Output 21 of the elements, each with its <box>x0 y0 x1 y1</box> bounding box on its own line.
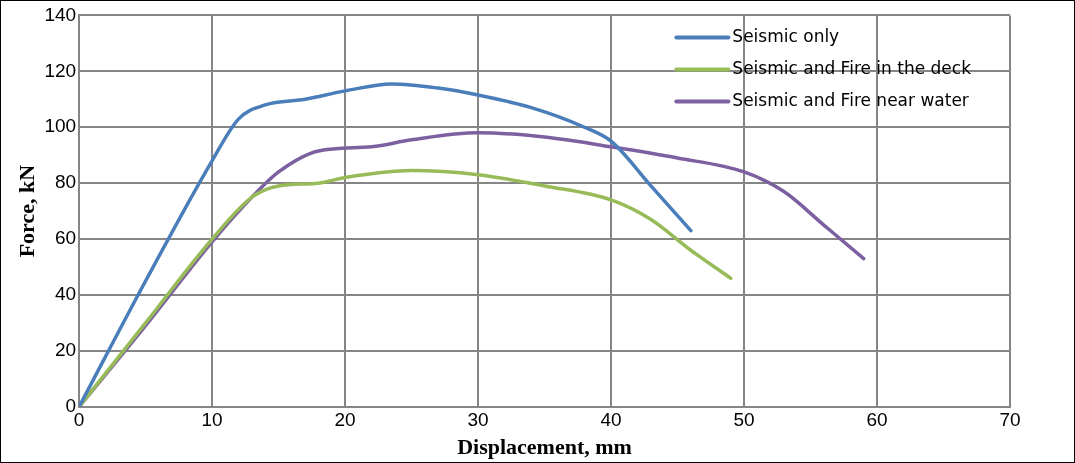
y-tick-label: 40 <box>54 283 77 305</box>
y-tick-label: 120 <box>44 59 77 81</box>
y-tick-label: 100 <box>44 115 77 137</box>
x-tick-label: 40 <box>600 409 622 431</box>
x-tick-label: 60 <box>866 409 888 431</box>
x-tick-label: 70 <box>999 409 1021 431</box>
x-tick-label: 50 <box>733 409 755 431</box>
y-axis-title: Force, kN <box>13 164 39 258</box>
legend-label: Seismic and Fire in the deck <box>732 57 972 78</box>
legend-label: Seismic and Fire near water <box>732 89 969 110</box>
y-tick-label: 80 <box>54 171 77 193</box>
legend-label: Seismic only <box>732 25 840 46</box>
line-series <box>79 168 733 407</box>
x-tick-label: 20 <box>334 409 356 431</box>
y-tick-label: 140 <box>44 3 77 25</box>
line-series <box>79 82 693 407</box>
y-tick-label: 20 <box>54 339 77 361</box>
x-tick-label: 30 <box>467 409 489 431</box>
y-tick-label: 60 <box>54 227 77 249</box>
x-axis-title: Displacement, mm <box>457 434 632 460</box>
x-tick-label: 10 <box>201 409 223 431</box>
